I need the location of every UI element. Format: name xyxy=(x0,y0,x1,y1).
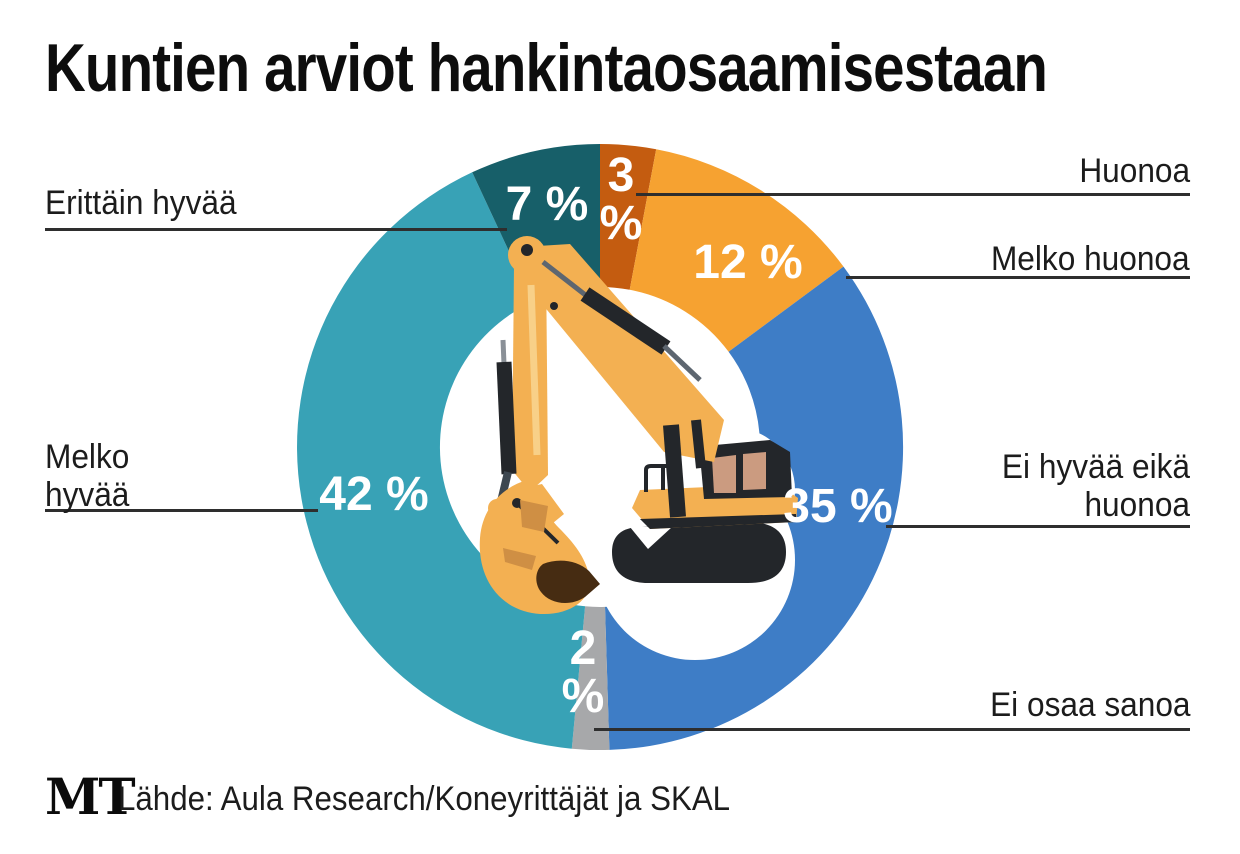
value-ei-hyvaa-eika-huonoa: 35 % xyxy=(783,480,893,533)
mt-logo: MT xyxy=(45,767,136,826)
excavator-handrail xyxy=(644,464,678,492)
page-title: Kuntien arviot hankintaosaamisestaan xyxy=(45,30,1048,106)
value-erittain-hyvaa: 7 % xyxy=(505,178,589,231)
excavator-illustration xyxy=(479,236,798,660)
callout-line-melko-huonoa xyxy=(846,276,1190,279)
excavator-bucket-dirt xyxy=(536,560,600,604)
value-melko-huonoa: 12 % xyxy=(693,236,803,289)
excavator-cab-window-front xyxy=(712,455,736,493)
excavator-boom-rivet xyxy=(550,302,558,310)
callout-line-ei-hyvaa xyxy=(886,525,1190,528)
donut-segment-1 xyxy=(629,149,844,352)
excavator-linkage-pin xyxy=(512,498,522,508)
label-ei-osaa-sanoa: Ei osaa sanoa xyxy=(989,686,1190,724)
callout-line-melko-hyvaa xyxy=(45,509,318,512)
excavator-bucket-shade-2 xyxy=(503,548,536,570)
callout-line-ei-osaa-sanoa xyxy=(594,728,1190,731)
excavator-boom xyxy=(524,244,724,462)
excavator-boom-cylinder-rod xyxy=(662,344,702,382)
label-melko-huonoa: Melko huonoa xyxy=(991,240,1190,278)
excavator-bucket-shade-1 xyxy=(520,500,548,532)
excavator-platform-underside xyxy=(640,514,796,529)
donut-segment-0 xyxy=(600,144,657,290)
label-melko-hyvaa: Melko hyvää xyxy=(45,438,130,515)
excavator-cab-window-rear xyxy=(743,452,766,490)
label-ei-hyvaa-eika-huonoa: Ei hyvää eikä huonoa xyxy=(1001,448,1190,525)
excavator-body-cylinder-2 xyxy=(691,419,706,469)
excavator-boom-cylinder-rod-top xyxy=(541,260,590,299)
excavator-boom-pivot-pin xyxy=(521,244,533,256)
donut-segment-3 xyxy=(571,606,610,751)
excavator-stick-cylinder-rod-top xyxy=(500,339,507,365)
label-erittain-hyvaa: Erittäin hyvää xyxy=(45,184,237,222)
callout-line-erittain-hyvaa xyxy=(45,228,507,231)
excavator-boom-cylinder xyxy=(580,287,671,355)
excavator-tracks-notch xyxy=(630,527,672,549)
callout-line-huonoa xyxy=(636,193,1190,196)
source-credit: Lähde: Aula Research/Koneyrittäjät ja SK… xyxy=(118,780,731,818)
value-melko-hyvaa: 42 % xyxy=(319,468,429,521)
value-ei-osaa-sanoa: 2 % xyxy=(561,622,605,723)
excavator-stick-highlight xyxy=(527,284,541,456)
label-huonoa: Huonoa xyxy=(1079,152,1190,190)
excavator-stick-cylinder xyxy=(496,361,517,475)
excavator-body-cylinder-1 xyxy=(663,424,686,518)
value-huonoa: 3 % xyxy=(599,149,643,250)
